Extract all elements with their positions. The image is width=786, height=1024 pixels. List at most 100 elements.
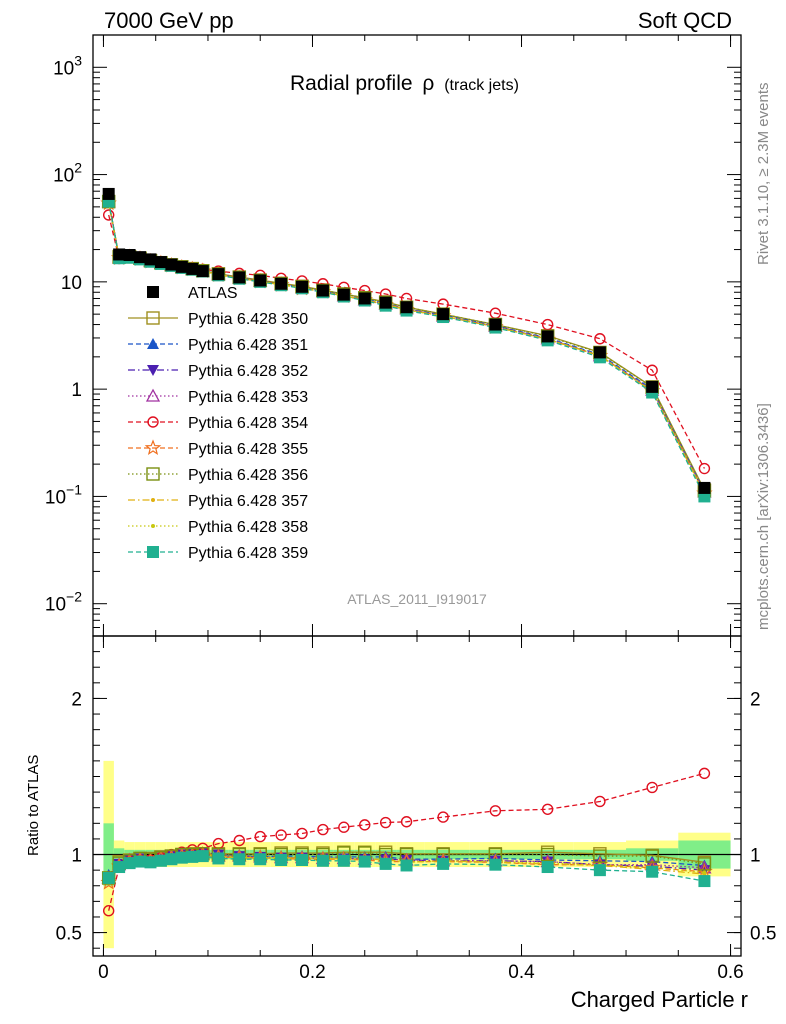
data-point — [113, 248, 126, 261]
legend: ATLAS Pythia 6.428 350 Pythia 6.428 351 Pyt… — [128, 285, 308, 562]
legend-label: Pythia 6.428 353 — [188, 389, 308, 406]
data-point — [275, 854, 288, 866]
data-point — [296, 280, 309, 293]
ratio-ylabel: Ratio to ATLAS — [25, 755, 42, 856]
data-point — [379, 816, 392, 829]
data-point — [540, 847, 555, 862]
legend-label: Pythia 6.428 351 — [188, 337, 308, 354]
data-point — [646, 380, 659, 393]
data-point — [646, 364, 658, 376]
data-point — [594, 795, 606, 808]
x-tick-label: 0.4 — [508, 962, 535, 983]
data-point — [144, 253, 157, 266]
legend-marker — [147, 416, 159, 428]
title-text: Radial profile — [290, 72, 413, 95]
legend-marker — [151, 498, 155, 502]
data-point — [489, 805, 502, 817]
header-left: 7000 GeV pp — [104, 8, 234, 33]
data-point — [593, 864, 606, 877]
data-point — [134, 855, 147, 868]
data-point — [400, 301, 413, 314]
data-point — [212, 268, 225, 281]
legend-marker — [147, 546, 159, 558]
data-point — [645, 849, 659, 863]
legend-label: Pythia 6.428 355 — [188, 441, 308, 458]
series-line — [108, 851, 705, 879]
legend-label: Pythia 6.428 352 — [188, 363, 308, 380]
legend-item: Pythia 6.428 358 — [128, 519, 308, 536]
legend-item: ATLAS — [147, 285, 238, 302]
legend-item: Pythia 6.428 352 — [128, 363, 308, 380]
data-point — [212, 852, 225, 865]
legend-marker — [147, 286, 159, 298]
data-point — [316, 284, 329, 297]
data-point — [337, 854, 350, 867]
header-right: Soft QCD — [638, 8, 732, 33]
legend-marker — [147, 365, 159, 376]
data-point — [102, 871, 115, 884]
data-point — [358, 292, 371, 305]
legend-label: Pythia 6.428 359 — [188, 545, 308, 562]
data-point — [358, 855, 371, 868]
ratio-y-tick-label: 1 — [71, 846, 82, 867]
title-sub: (track jets) — [444, 77, 519, 94]
data-point — [316, 854, 329, 867]
data-point — [541, 861, 554, 874]
title-symbol: ρ — [422, 72, 434, 95]
ratio-y-tick-label-right: 0.5 — [750, 924, 776, 945]
legend-marker — [144, 439, 162, 456]
legend-item: Pythia 6.428 356 — [128, 467, 308, 484]
legend-item: Pythia 6.428 357 — [128, 493, 308, 510]
legend-label: ATLAS — [188, 285, 238, 302]
data-point — [196, 265, 209, 278]
data-point — [186, 850, 199, 863]
legend-item: Pythia 6.428 354 — [128, 415, 308, 432]
data-point — [437, 811, 449, 823]
data-point — [698, 875, 711, 888]
data-point — [123, 857, 136, 870]
data-point — [338, 821, 350, 833]
y-tick-label: 102 — [53, 160, 82, 187]
series-s359 — [102, 850, 711, 888]
y-tick-label: 10−1 — [45, 481, 82, 508]
data-point — [337, 288, 350, 301]
data-point — [196, 850, 209, 863]
data-point — [698, 481, 711, 494]
legend-marker — [146, 311, 160, 325]
data-point — [697, 857, 712, 871]
data-point — [646, 865, 659, 878]
x-tick-label: 0 — [98, 962, 109, 983]
legend-item: Pythia 6.428 355 — [128, 439, 308, 458]
data-point — [400, 816, 413, 828]
data-point — [541, 318, 554, 331]
y-tick-label: 10−2 — [45, 589, 82, 616]
data-point — [233, 834, 246, 847]
ratio-y-tick-label: 0.5 — [56, 924, 82, 945]
data-point — [296, 854, 309, 866]
data-point — [165, 258, 178, 271]
y-tick-label: 10 — [61, 273, 82, 294]
y-tick-label: 1 — [71, 380, 82, 401]
data-point — [123, 248, 136, 261]
data-point — [175, 851, 188, 864]
data-point — [154, 256, 167, 269]
series-atlas — [102, 187, 711, 494]
x-tick-label: 0.6 — [717, 962, 743, 983]
legend-item: Pythia 6.428 353 — [128, 388, 308, 406]
data-point — [646, 781, 658, 794]
ratio-y-tick-label-right: 2 — [750, 689, 761, 710]
data-point — [233, 271, 246, 284]
data-point — [134, 251, 147, 264]
data-point — [113, 861, 126, 874]
data-point — [254, 830, 266, 843]
data-point — [437, 857, 450, 870]
data-point — [359, 819, 371, 831]
data-point — [154, 854, 167, 867]
ratio-frame — [92, 635, 742, 957]
data-point — [437, 308, 450, 321]
data-point — [594, 333, 606, 345]
data-point — [489, 858, 502, 871]
mcplots-label: mcplots.cern.ch [arXiv:1306.3436] — [755, 403, 772, 630]
legend-marker — [151, 524, 155, 528]
axes-ticks: 0 0.2 0.4 0.6 10−2 10−1 1 10 102 103 0.5 0.5 1 1 2 2 — [45, 34, 776, 983]
